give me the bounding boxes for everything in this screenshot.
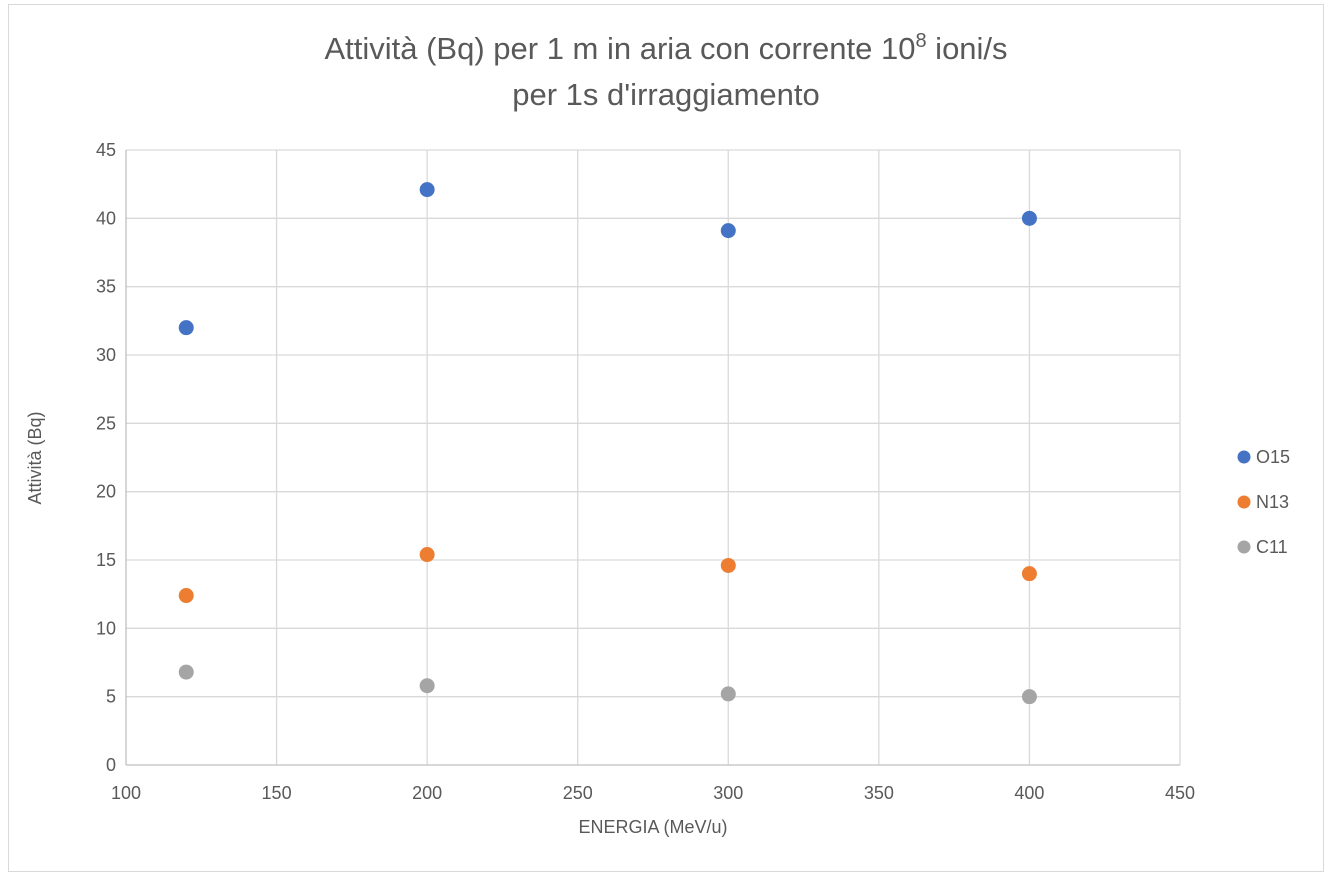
data-point-n13	[1021, 566, 1037, 582]
x-tick-label: 300	[713, 783, 743, 803]
legend-marker-n13	[1237, 495, 1251, 509]
chart-title-line-1: Attività (Bq) per 1 m in aria con corren…	[324, 30, 1007, 66]
y-tick-label: 20	[96, 482, 116, 502]
x-tick-label: 450	[1165, 783, 1195, 803]
chart-title-superscript: 8	[915, 30, 926, 52]
data-point-c11	[178, 664, 194, 680]
legend-marker-o15	[1237, 450, 1251, 464]
data-point-n13	[178, 588, 194, 604]
legend-marker-c11	[1237, 540, 1251, 554]
axes	[125, 150, 1180, 766]
chart-title-suffix: ioni/s	[927, 31, 1008, 66]
data-point-n13	[419, 547, 435, 563]
y-tick-label: 30	[96, 345, 116, 365]
x-tick-label: 150	[262, 783, 292, 803]
legend: O15 N13 C11	[1237, 447, 1290, 557]
legend-label-c11: C11	[1256, 537, 1288, 557]
data-point-o15	[178, 320, 194, 336]
legend-label-n13: N13	[1256, 492, 1289, 512]
y-tick-label: 35	[96, 277, 116, 297]
tick-labels: 0 5 10 15 20 25 30 35 40 45 100 150 200 250 300 350 400 4…	[96, 140, 1195, 803]
chart-title-line-2: per 1s d'irraggiamento	[512, 77, 819, 112]
data-point-n13	[720, 557, 736, 573]
data-point-o15	[720, 223, 736, 239]
data-point-c11	[1021, 689, 1037, 705]
y-axis-title: Attività (Bq)	[25, 411, 45, 504]
chart-container	[8, 4, 1324, 872]
y-tick-label: 45	[96, 140, 116, 160]
legend-label-o15: O15	[1256, 447, 1290, 467]
y-tick-label: 15	[96, 550, 116, 570]
y-tick-label: 40	[96, 208, 116, 228]
x-axis-title: ENERGIA (MeV/u)	[578, 817, 727, 837]
y-tick-label: 25	[96, 413, 116, 433]
x-tick-label: 350	[864, 783, 894, 803]
y-tick-label: 0	[106, 755, 116, 775]
data-point-o15	[1021, 210, 1037, 226]
data-point-c11	[419, 678, 435, 694]
gridlines	[126, 149, 1181, 765]
x-tick-label: 250	[563, 783, 593, 803]
chart-title-main: Attività (Bq) per 1 m in aria con corren…	[324, 31, 915, 66]
data-point-c11	[720, 686, 736, 702]
x-tick-label: 400	[1014, 783, 1044, 803]
data-points	[178, 182, 1037, 705]
y-tick-label: 5	[106, 687, 116, 707]
x-tick-label: 100	[111, 783, 141, 803]
x-tick-label: 200	[412, 783, 442, 803]
data-point-o15	[419, 182, 435, 198]
y-tick-label: 10	[96, 618, 116, 638]
